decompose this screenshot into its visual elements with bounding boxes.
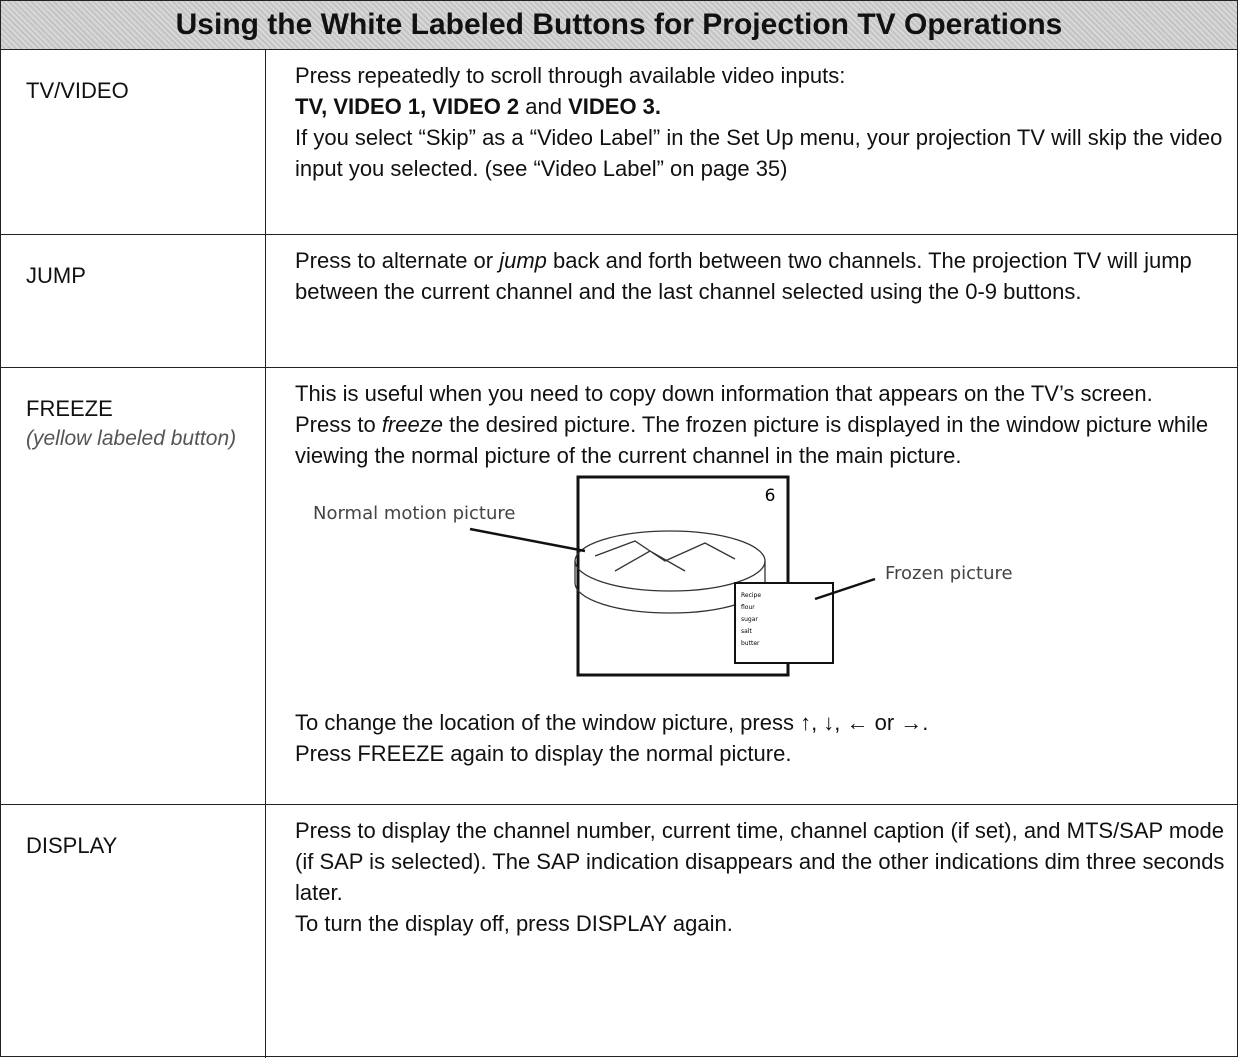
description: Press repeatedly to scroll through avail… xyxy=(295,60,1230,184)
pie-illustration xyxy=(574,530,766,614)
row-label: DISPLAY xyxy=(26,833,118,858)
paragraph: TV, VIDEO 1, VIDEO 2 and VIDEO 3. xyxy=(295,91,1230,122)
text: This is useful when you need to copy dow… xyxy=(295,381,1153,406)
paragraph: This is useful when you need to copy dow… xyxy=(295,378,1230,409)
inset-text: salt xyxy=(741,628,752,635)
inset-text: Recipe xyxy=(741,592,761,599)
text: Press to alternate or xyxy=(295,248,500,273)
title: Using the White Labeled Buttons for Proj… xyxy=(0,0,1238,50)
label: FREEZE xyxy=(26,396,113,421)
inset-text: sugar xyxy=(741,616,758,623)
text: To change the location of the window pic… xyxy=(295,710,929,735)
text: freeze xyxy=(381,412,443,437)
row-label: JUMP xyxy=(26,263,86,288)
callout: Frozen picture xyxy=(885,563,1013,584)
text: To turn the display off, press DISPLAY a… xyxy=(295,911,733,936)
text: jump xyxy=(499,248,547,273)
description: Press to alternate or jump back and fort… xyxy=(295,245,1230,307)
text: Press to display the channel number, cur… xyxy=(295,818,1225,905)
paragraph: If you select “Skip” as a “Video Label” … xyxy=(295,122,1230,184)
window-picture xyxy=(734,582,834,664)
description: Press to display the channel number, cur… xyxy=(295,815,1230,939)
text: Press to xyxy=(295,412,382,437)
inset-text: flour xyxy=(741,604,755,611)
text: Press FREEZE again to display the normal… xyxy=(295,741,792,766)
text: Press repeatedly to scroll through avail… xyxy=(295,63,846,88)
paragraph: To turn the display off, press DISPLAY a… xyxy=(295,908,1230,939)
figure: 6 Normal motion picture Recipe flour sug… xyxy=(313,475,1013,677)
callout: Normal motion picture xyxy=(313,503,515,524)
row-label: FREEZE (yellow labeled button) xyxy=(26,396,256,453)
paragraph: Press repeatedly to scroll through avail… xyxy=(295,60,1230,91)
row: TV/VIDEO Press repeatedly to scroll thro… xyxy=(0,50,1238,235)
row-label: TV/VIDEO xyxy=(26,78,129,103)
paragraph: To change the location of the window pic… xyxy=(295,707,1230,738)
text: TV, VIDEO 1, VIDEO 2 xyxy=(295,94,520,119)
paragraph: Press to display the channel number, cur… xyxy=(295,815,1230,908)
sublabel: (yellow labeled button) xyxy=(26,427,237,450)
text: the desired picture. The frozen picture … xyxy=(295,412,1209,468)
paragraph: Press to alternate or jump back and fort… xyxy=(295,245,1230,307)
paragraph: Press to freeze the desired picture. The… xyxy=(295,409,1230,471)
text: back and forth between two channels. The… xyxy=(295,248,1192,304)
text: VIDEO 3. xyxy=(568,94,662,119)
description: This is useful when you need to copy dow… xyxy=(295,378,1230,769)
paragraph: Press FREEZE again to display the normal… xyxy=(295,738,1230,769)
row: JUMP Press to alternate or jump back and… xyxy=(0,235,1238,368)
channel-number: 6 xyxy=(765,486,776,506)
row: FREEZE (yellow labeled button) This is us… xyxy=(0,368,1238,805)
text: If you select “Skip” as a “Video Label” … xyxy=(295,125,1223,181)
row: DISPLAY Press to display the channel num… xyxy=(0,805,1238,1058)
text: and xyxy=(519,94,569,119)
inset-text: butter xyxy=(741,640,760,647)
